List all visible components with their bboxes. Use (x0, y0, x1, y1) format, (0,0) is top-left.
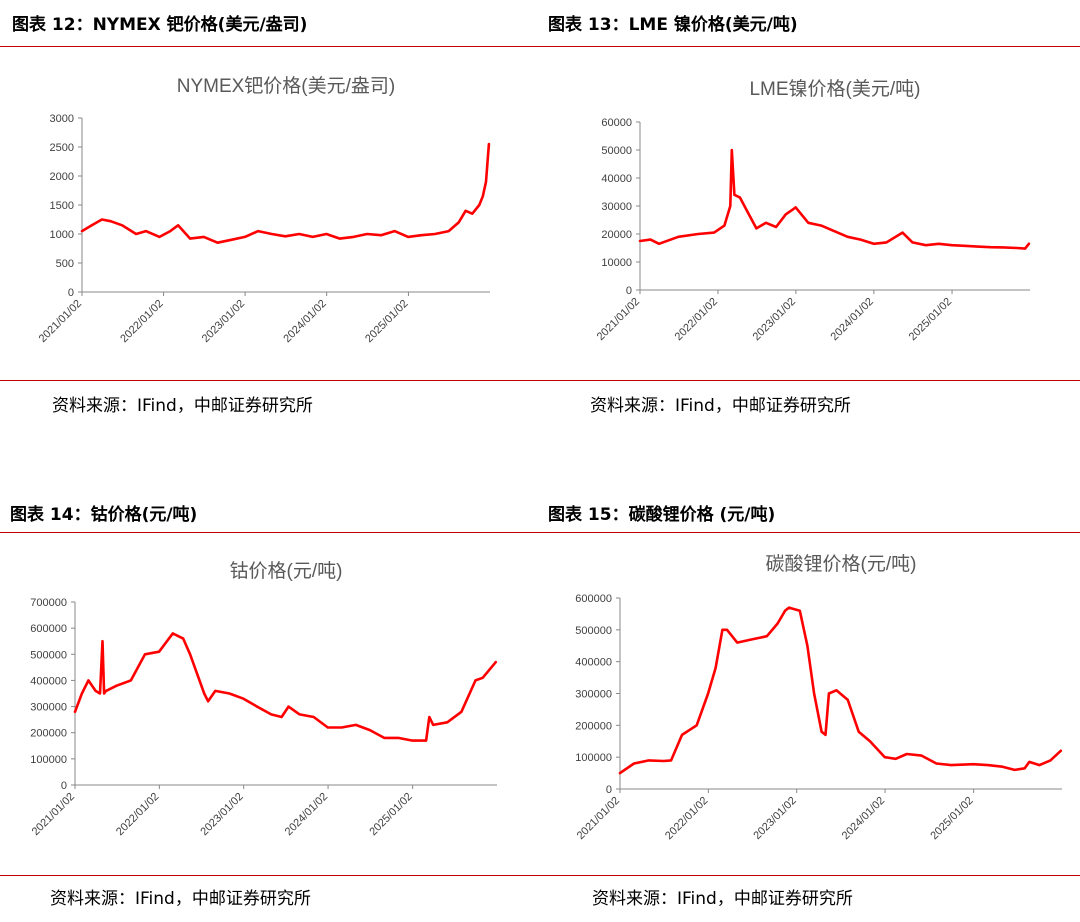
figure-title: 图表 12：NYMEX 钯价格(美元/盎司) (12, 15, 308, 35)
y-tick-label: 200000 (30, 728, 67, 740)
y-tick-label: 500000 (575, 625, 612, 637)
figure-title: 图表 13：LME 镍价格(美元/吨) (548, 15, 798, 35)
title-rule (0, 532, 540, 533)
x-tick-label: 2025/01/02 (928, 795, 975, 842)
x-tick-label: 2023/01/02 (751, 795, 798, 842)
source-rule (0, 380, 540, 381)
source-note: 资料来源：IFind，中邮证券研究所 (50, 889, 311, 909)
y-tick-label: 20000 (601, 229, 632, 241)
x-tick-label: 2022/01/02 (118, 298, 165, 345)
y-tick-label: 1500 (50, 200, 74, 212)
source-note: 资料来源：IFind，中邮证券研究所 (52, 396, 313, 416)
x-tick-label: 2022/01/02 (673, 296, 720, 343)
chart-title: NYMEX钯价格(美元/盎司) (177, 75, 396, 97)
x-tick-label: 2021/01/02 (595, 296, 642, 343)
source-note: 资料来源：IFind，中邮证券研究所 (592, 889, 853, 909)
y-tick-label: 50000 (601, 145, 632, 157)
x-tick-label: 2024/01/02 (281, 298, 328, 345)
y-tick-label: 200000 (575, 720, 612, 732)
title-rule (0, 46, 540, 47)
x-tick-label: 2021/01/02 (37, 298, 84, 345)
x-tick-label: 2025/01/02 (907, 296, 954, 343)
figure-panel-14: 图表 14：钴价格(元/吨) 钴价格(元/吨) 0 100000 200000 3000… (0, 490, 540, 920)
source-rule (540, 875, 1080, 876)
figure-title: 图表 15：碳酸锂价格 (元/吨) (548, 505, 776, 525)
title-rule (540, 532, 1080, 533)
palladium-price-chart: NYMEX钯价格(美元/盎司) 0 500 1000 1500 2000 2500 3000 2… (37, 75, 491, 345)
y-tick-label: 1000 (50, 229, 74, 241)
y-tick-label: 500000 (30, 649, 67, 661)
source-rule (0, 875, 540, 876)
y-tick-label: 40000 (601, 173, 632, 185)
y-tick-label: 500 (56, 258, 74, 270)
y-tick-label: 60000 (601, 117, 632, 129)
x-tick-label: 2025/01/02 (363, 298, 410, 345)
y-tick-label: 2500 (50, 142, 74, 154)
y-tick-label: 400000 (30, 675, 67, 687)
x-tick-label: 2023/01/02 (751, 296, 798, 343)
y-tick-label: 600000 (30, 623, 67, 635)
x-tick-label: 2024/01/02 (283, 791, 330, 838)
y-tick-label: 300000 (30, 702, 67, 714)
x-tick-label: 2021/01/02 (30, 791, 77, 838)
y-tick-label: 100000 (30, 754, 67, 766)
x-tick-label: 2023/01/02 (198, 791, 245, 838)
source-note: 资料来源：IFind，中邮证券研究所 (590, 396, 851, 416)
y-tick-label: 10000 (601, 257, 632, 269)
y-tick-label: 0 (68, 287, 74, 299)
nickel-price-chart: LME镍价格(美元/吨) 0 10000 20000 30000 40000 50000 60… (595, 78, 1031, 343)
x-tick-label: 2022/01/02 (663, 795, 710, 842)
figure-panel-15: 图表 15：碳酸锂价格 (元/吨) 碳酸锂价格(元/吨) 0 100000 20000… (540, 490, 1080, 920)
x-tick-label: 2024/01/02 (829, 296, 876, 343)
figure-panel-12: 图表 12：NYMEX 钯价格(美元/盎司) NYMEX钯价格(美元/盎司) 0 5… (0, 0, 540, 430)
series-line (638, 148, 1031, 250)
y-tick-label: 0 (626, 285, 632, 297)
y-tick-label: 3000 (50, 113, 74, 125)
x-tick-label: 2023/01/02 (200, 298, 247, 345)
figure-title: 图表 14：钴价格(元/吨) (10, 505, 198, 525)
series-line (80, 142, 491, 244)
chart-title: LME镍价格(美元/吨) (749, 78, 920, 100)
y-tick-label: 100000 (575, 752, 612, 764)
x-tick-label: 2024/01/02 (840, 795, 887, 842)
x-tick-label: 2021/01/02 (575, 795, 622, 842)
chart-title: 碳酸锂价格(元/吨) (766, 553, 917, 575)
y-tick-label: 600000 (575, 593, 612, 605)
lithium-carbonate-price-chart: 碳酸锂价格(元/吨) 0 100000 200000 300000 400000 50000… (575, 553, 1063, 842)
chart-title: 钴价格(元/吨) (230, 560, 343, 582)
y-tick-label: 700000 (30, 597, 67, 609)
y-tick-label: 300000 (575, 689, 612, 701)
series-line (618, 606, 1063, 775)
y-tick-label: 30000 (601, 201, 632, 213)
y-tick-label: 2000 (50, 171, 74, 183)
y-tick-label: 0 (606, 784, 612, 796)
y-tick-label: 0 (61, 780, 67, 792)
figure-panel-13: 图表 13：LME 镍价格(美元/吨) LME镍价格(美元/吨) 0 10000 20… (540, 0, 1080, 430)
cobalt-price-chart: 钴价格(元/吨) 0 100000 200000 300000 400000 500000 6… (30, 560, 498, 838)
series-line (73, 632, 498, 742)
title-rule (540, 46, 1080, 47)
x-tick-label: 2022/01/02 (114, 791, 161, 838)
y-tick-label: 400000 (575, 657, 612, 669)
x-tick-label: 2025/01/02 (367, 791, 414, 838)
source-rule (540, 380, 1080, 381)
